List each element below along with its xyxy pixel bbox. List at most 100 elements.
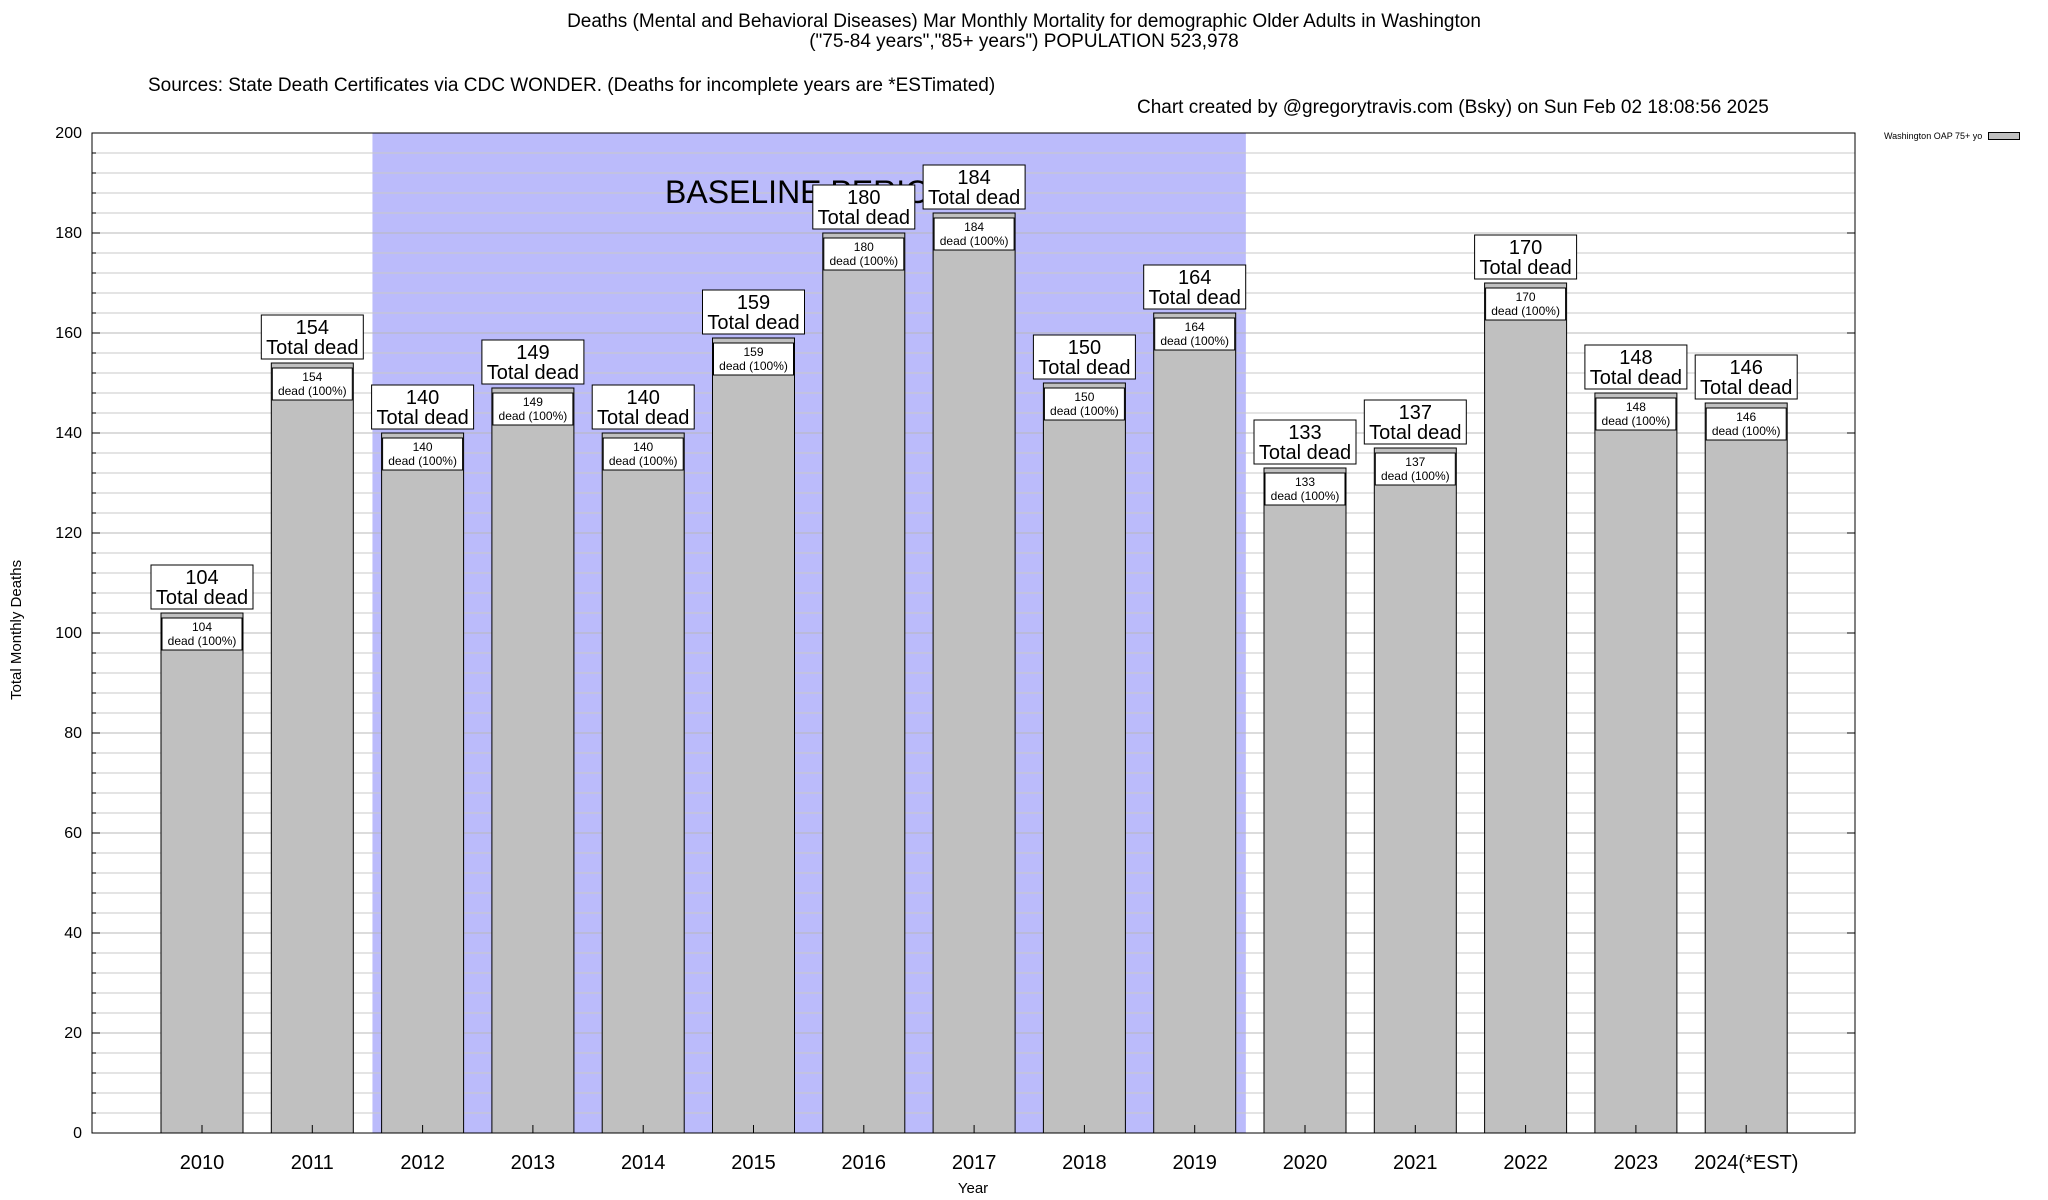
bar — [1704, 402, 1788, 1134]
legend-swatch — [1988, 132, 2021, 140]
inner-label-box — [602, 437, 684, 471]
legend: Washington OAP 75+ yo — [1884, 131, 2021, 141]
inner-value-label: 149 — [523, 395, 543, 409]
total-dead-label: Total dead — [1479, 257, 1571, 279]
inner-dead-label: dead (100%) — [1271, 489, 1340, 503]
inner-dead-label: dead (100%) — [1160, 334, 1229, 348]
total-dead-label: Total dead — [1700, 377, 1792, 399]
total-value-label: 137 — [1399, 402, 1432, 424]
total-label-box — [1474, 234, 1578, 280]
inner-label-box — [161, 617, 243, 651]
x-tick-label: 2019 — [1172, 1152, 1217, 1174]
bar — [491, 387, 575, 1134]
inner-label-box — [271, 367, 353, 401]
inner-label-box — [933, 217, 1015, 251]
bar — [932, 212, 1016, 1134]
x-tick-label: 2023 — [1614, 1152, 1659, 1174]
x-tick-label: 2020 — [1283, 1152, 1328, 1174]
total-label-box — [1363, 399, 1467, 445]
total-dead-label: Total dead — [1369, 422, 1461, 444]
inner-value-label: 159 — [743, 345, 763, 359]
total-value-label: 140 — [406, 387, 439, 409]
y-tick-label: 120 — [55, 525, 82, 542]
title-line-1: Deaths (Mental and Behavioral Diseases) … — [567, 11, 1481, 32]
inner-dead-label: dead (100%) — [388, 454, 457, 468]
bar — [1484, 282, 1568, 1134]
bar — [1594, 392, 1678, 1134]
inner-dead-label: dead (100%) — [1050, 404, 1119, 418]
total-dead-label: Total dead — [1038, 357, 1130, 379]
total-value-label: 154 — [296, 317, 329, 339]
inner-value-label: 184 — [964, 220, 984, 234]
total-label-box — [150, 564, 254, 610]
x-tick-label: 2018 — [1062, 1152, 1107, 1174]
x-tick-label: 2010 — [180, 1152, 225, 1174]
total-value-label: 146 — [1730, 357, 1763, 379]
bar — [160, 612, 244, 1134]
total-label-box — [481, 339, 585, 385]
x-axis-label: Year — [958, 1180, 988, 1197]
y-tick-label: 160 — [55, 325, 82, 342]
total-dead-label: Total dead — [818, 207, 910, 229]
total-dead-label: Total dead — [487, 362, 579, 384]
inner-label-box — [492, 392, 574, 426]
total-dead-label: Total dead — [266, 337, 358, 359]
total-value-label: 149 — [516, 342, 549, 364]
total-value-label: 170 — [1509, 237, 1542, 259]
y-axis-label: Total Monthly Deaths — [8, 559, 25, 700]
sources-text: Sources: State Death Certificates via CD… — [148, 75, 996, 96]
y-tick-label: 0 — [73, 1125, 82, 1142]
x-tick-label: 2017 — [952, 1152, 997, 1174]
total-dead-label: Total dead — [156, 587, 248, 609]
inner-value-label: 140 — [413, 440, 433, 454]
bar — [1373, 447, 1457, 1134]
credit-text: Chart created by @gregorytravis.com (Bsk… — [1137, 97, 1769, 118]
inner-dead-label: dead (100%) — [1712, 424, 1781, 438]
inner-value-label: 148 — [1626, 400, 1646, 414]
total-dead-label: Total dead — [1259, 442, 1351, 464]
total-dead-label: Total dead — [1590, 367, 1682, 389]
bar — [601, 432, 685, 1134]
inner-dead-label: dead (100%) — [1491, 304, 1560, 318]
inner-label-box — [823, 237, 905, 271]
y-tick-label: 20 — [64, 1025, 82, 1042]
bar — [1153, 312, 1237, 1134]
y-tick-label: 40 — [64, 925, 82, 942]
y-tick-label: 100 — [55, 625, 82, 642]
total-dead-label: Total dead — [707, 312, 799, 334]
inner-label-box — [713, 342, 794, 376]
total-label-box — [260, 314, 364, 360]
x-tick-label: 2011 — [291, 1152, 334, 1174]
total-label-box — [371, 384, 475, 430]
total-dead-label: Total dead — [376, 407, 468, 429]
y-tick-label: 60 — [64, 825, 82, 842]
y-tick-label: 80 — [64, 725, 82, 742]
x-tick-label: 2014 — [621, 1152, 666, 1174]
total-label-box — [1032, 334, 1136, 380]
inner-label-box — [1043, 387, 1125, 421]
inner-dead-label: dead (100%) — [719, 359, 788, 373]
inner-label-box — [1705, 407, 1787, 441]
total-dead-label: Total dead — [597, 407, 689, 429]
inner-label-box — [1595, 397, 1677, 431]
bar — [1042, 382, 1126, 1134]
total-label-box — [1143, 264, 1247, 310]
total-value-label: 184 — [957, 167, 990, 189]
inner-value-label: 137 — [1405, 455, 1425, 469]
total-label-box — [1584, 344, 1688, 390]
total-value-label: 164 — [1178, 267, 1211, 289]
inner-dead-label: dead (100%) — [278, 384, 347, 398]
total-label-box — [1694, 354, 1798, 400]
inner-label-box — [1485, 287, 1567, 321]
inner-value-label: 104 — [192, 620, 212, 634]
total-dead-label: Total dead — [1149, 287, 1241, 309]
bar — [270, 362, 354, 1134]
inner-value-label: 140 — [633, 440, 653, 454]
total-label-box — [591, 384, 695, 430]
total-value-label: 150 — [1068, 337, 1101, 359]
bar — [1263, 467, 1347, 1134]
bar — [712, 337, 795, 1134]
chart-title: Deaths (Mental and Behavioral Diseases) … — [0, 12, 2048, 52]
x-tick-label: 2013 — [511, 1152, 556, 1174]
inner-dead-label: dead (100%) — [1381, 469, 1450, 483]
